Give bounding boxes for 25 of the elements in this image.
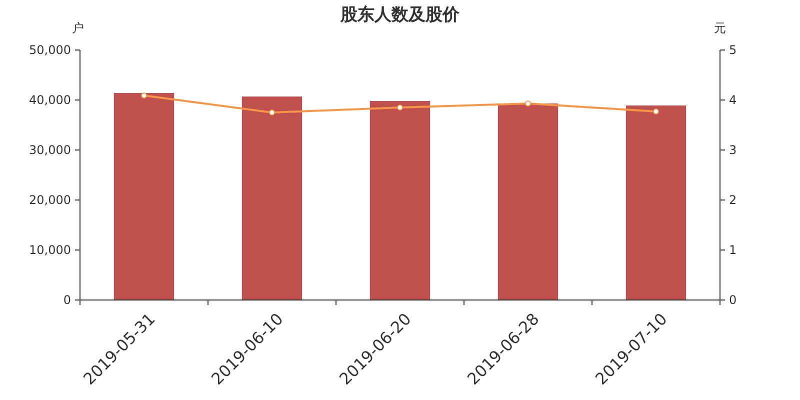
y2-tick-label: 3 (729, 143, 737, 158)
y2-tick-label: 4 (729, 93, 737, 108)
y2-tick-label: 2 (729, 193, 737, 208)
bar (114, 93, 174, 300)
y-tick-label: 50,000 (29, 43, 71, 58)
y2-tick-label: 0 (729, 293, 737, 308)
y-axis-title: 户 (72, 21, 84, 35)
chart-title: 股东人数及股价 (340, 5, 460, 25)
y-tick-label: 10,000 (29, 243, 71, 258)
bar (626, 106, 686, 300)
y2-axis-title: 元 (714, 21, 726, 35)
y2-tick-label: 1 (729, 243, 737, 258)
y2-tick-label: 5 (729, 43, 737, 58)
point (653, 108, 659, 114)
point (269, 110, 275, 116)
bar (242, 96, 302, 300)
y-tick-label: 0 (63, 293, 71, 308)
bar (370, 101, 430, 300)
y-tick-label: 40,000 (29, 93, 71, 108)
y-tick-label: 30,000 (29, 143, 71, 158)
bar (498, 104, 558, 300)
point (141, 92, 147, 98)
y-tick-label: 20,000 (29, 193, 71, 208)
point (525, 100, 531, 106)
point (397, 104, 403, 110)
